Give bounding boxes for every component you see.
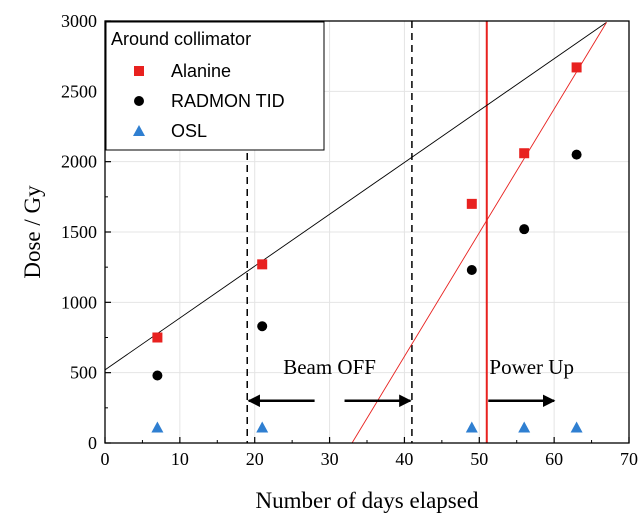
radmon-tid-point	[257, 321, 268, 332]
alanine-point	[571, 62, 582, 73]
y-axis-title: Dose / Gy	[20, 185, 45, 279]
legend-entry-label: Alanine	[171, 61, 231, 81]
data-markers	[151, 62, 583, 433]
y-tick-label: 3000	[61, 11, 97, 31]
x-tick-label: 20	[246, 449, 264, 469]
alanine-point	[152, 332, 163, 343]
y-tick-label: 1000	[61, 292, 97, 312]
x-tick-label: 50	[470, 449, 488, 469]
annotation-label: Beam OFF	[283, 355, 376, 379]
alanine-point	[466, 198, 477, 209]
legend-entry-label: RADMON TID	[171, 91, 285, 111]
radmon-tid-point	[571, 149, 582, 160]
y-tick-label: 0	[88, 433, 97, 453]
legend-box	[105, 21, 325, 151]
alanine-point	[519, 148, 530, 159]
legend-marker	[134, 96, 144, 106]
fit-line	[104, 22, 607, 371]
y-tick-label: 1500	[61, 222, 97, 242]
legend: Around collimator Alanine RADMON TID OSL	[105, 21, 325, 151]
x-tick-label: 70	[620, 449, 638, 469]
x-tick-label: 10	[171, 449, 189, 469]
osl-point	[256, 421, 269, 433]
fit-lines	[104, 22, 607, 444]
osl-point	[151, 421, 164, 433]
annotations: Beam OFF Power Up	[247, 355, 574, 408]
osl-point	[465, 421, 478, 433]
radmon-tid-point	[152, 370, 163, 381]
y-tick-label: 500	[70, 363, 97, 383]
radmon-tid-point	[466, 264, 477, 275]
x-tick-label: 0	[101, 449, 110, 469]
annotation-label: Power Up	[489, 355, 574, 379]
axes: 0 10 20 30 40 50 60 70 0 500 1000 1500 2000 2500 3000	[61, 11, 638, 469]
osl-point	[570, 421, 583, 433]
osl-point	[518, 421, 531, 433]
reference-lines	[246, 21, 488, 443]
radmon-tid-point	[519, 224, 530, 235]
x-tick-label: 40	[395, 449, 413, 469]
legend-title: Around collimator	[111, 29, 251, 49]
y-tick-label: 2500	[61, 81, 97, 101]
x-axis-title: Number of days elapsed	[256, 488, 479, 513]
x-tick-label: 30	[321, 449, 339, 469]
y-tick-label: 2000	[61, 152, 97, 172]
legend-marker	[133, 125, 145, 136]
fit-line	[351, 22, 607, 444]
alanine-point	[257, 259, 268, 270]
legend-entry-label: OSL	[171, 121, 207, 141]
x-tick-label: 60	[545, 449, 563, 469]
legend-marker	[134, 66, 144, 76]
